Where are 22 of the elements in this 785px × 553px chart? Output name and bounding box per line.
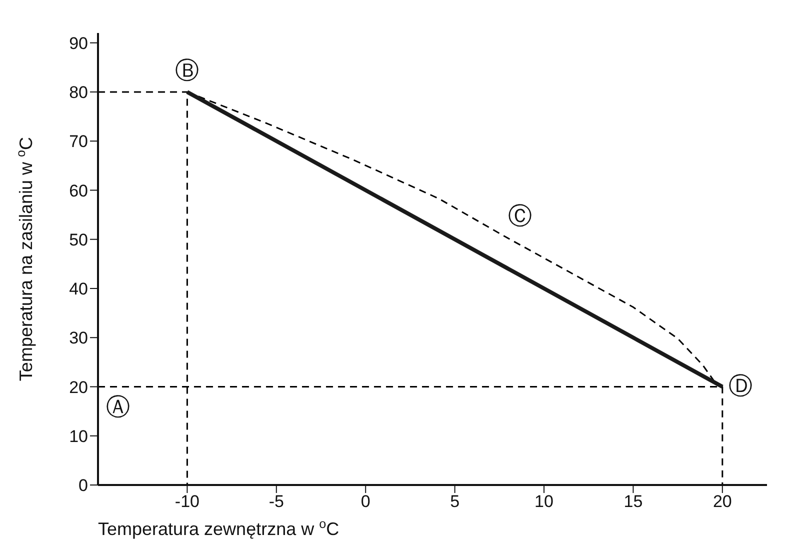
y-tick-label: 40 [69, 280, 88, 299]
x-tick-label: 5 [450, 492, 460, 512]
x-tick-label: 15 [624, 492, 643, 512]
y-tick-label: 60 [69, 181, 88, 200]
y-tick-label: 20 [69, 378, 88, 397]
x-tick-label: 10 [534, 492, 554, 512]
x-tick-label: -10 [174, 492, 200, 512]
y-tick-label: 0 [78, 476, 88, 496]
annotation: Ⓐ [106, 394, 130, 422]
x-tick-label: 20 [712, 492, 732, 512]
annotation: Ⓑ [175, 57, 200, 84]
annotation: Ⓒ [508, 202, 532, 230]
annotation: Ⓓ [728, 373, 752, 400]
y-tick-label: 80 [69, 82, 88, 102]
x-axis-title: Temperatura zewnętrzna w $^{o}$C [98, 517, 340, 539]
y-tick-label: 70 [69, 132, 88, 152]
x-tick-label: -5 [268, 492, 284, 512]
x-tick-label: 0 [360, 492, 370, 512]
y-tick-label: 90 [69, 34, 88, 53]
y-tick-label: 50 [69, 230, 88, 250]
y-tick-label: 10 [69, 426, 88, 446]
y-tick-label: 30 [69, 328, 88, 348]
